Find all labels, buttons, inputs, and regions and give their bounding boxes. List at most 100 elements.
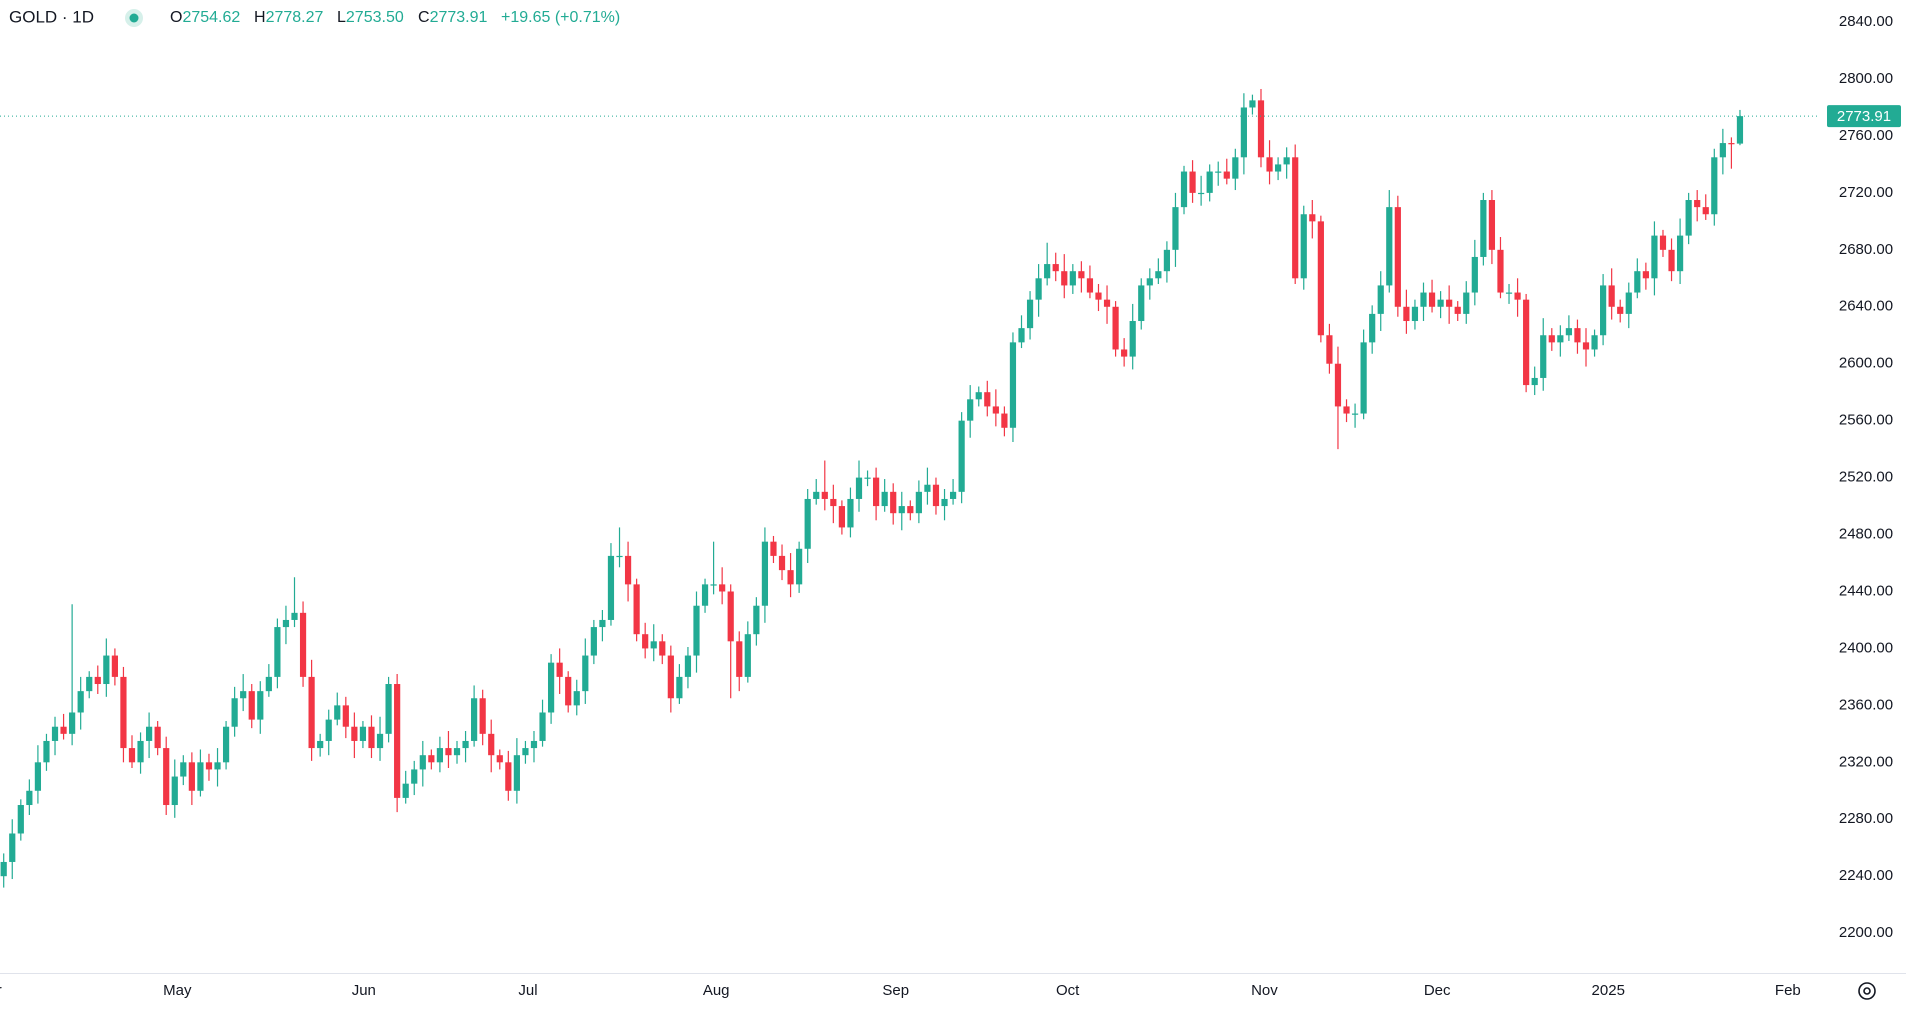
candle-body [855,477,863,499]
candle-body [642,634,649,649]
candle-body [171,776,178,806]
candle-body [60,726,67,734]
x-tick-label: 2025 [1592,982,1625,999]
candle-body [693,605,700,656]
x-tick-label: Jun [352,982,376,999]
candle-body [967,399,974,421]
candle-body [1103,299,1111,307]
candle-body [1685,200,1692,236]
candle-body [1215,171,1222,173]
candle-body [838,506,845,528]
last-price-label: 2773.91 [1837,108,1891,125]
candle-body [462,740,469,749]
candle-body [317,740,324,749]
candle-body [1565,328,1572,336]
candle-body [334,705,341,720]
candle-body [890,491,897,514]
candle-body [1711,157,1718,215]
candle-body [1317,221,1324,336]
x-tick-label: Aug [703,982,730,999]
y-tick-label: 2720.00 [1839,184,1893,201]
candle-body [1454,306,1461,314]
candle-body [796,548,803,585]
candle-body [1069,271,1076,286]
candle-body [1155,271,1162,279]
candle-body [411,769,418,784]
candle-body [727,591,734,642]
candle-body [479,698,486,734]
candle-body [565,676,572,706]
candle-body [1026,299,1034,329]
candle-body [1617,306,1624,314]
candle-body [761,541,769,606]
candle-body [1625,292,1632,314]
candle-body [1514,292,1521,300]
candle-body [103,655,110,685]
candle-body [522,748,529,756]
candle-body [821,491,828,499]
candle-body [1121,349,1128,357]
candle-body [1086,278,1094,293]
candle-body [163,748,170,806]
candle-body [1668,249,1675,272]
candle-body [539,712,546,741]
ohlc-value: 2778.27 [266,9,324,26]
x-tick-label: Jul [518,982,537,999]
y-tick-label: 2840.00 [1839,13,1893,30]
candle-body [873,477,880,507]
candle-body [1480,200,1487,257]
candle-body [949,491,957,499]
candle-body [1189,171,1196,193]
candle-body [1523,299,1530,386]
candle-body [924,484,931,492]
ohlc-letter: L [337,9,346,26]
candle-body [1232,157,1239,179]
y-tick-label: 2440.00 [1839,582,1893,599]
candle-body [436,748,444,763]
candle-body [958,420,965,492]
candle-body [1446,299,1453,307]
candle-body [1488,200,1496,250]
candle-body [813,491,820,499]
candle-body [719,584,726,592]
candle-body [505,762,512,791]
candle-body [1642,271,1649,279]
y-tick-label: 2520.00 [1839,469,1893,486]
candle-body [222,726,230,763]
candle-body [701,584,709,606]
candle-body [471,698,478,741]
settings-button[interactable] [1858,982,1876,1000]
x-tick-label: Sep [882,982,909,999]
candle-body [1540,335,1547,378]
last-price-tag [1827,105,1901,128]
candle-body [1009,342,1017,428]
candle-body [299,612,307,677]
candle-body [1651,235,1658,279]
gear-outline[interactable] [1858,982,1876,1000]
candle-body [1411,306,1419,322]
candle-body [582,655,589,692]
y-tick-label: 2640.00 [1839,298,1893,315]
candle-body [1659,235,1667,250]
candle-body [1078,271,1085,279]
candle-body [1471,256,1478,293]
candle-body [1300,214,1307,279]
candle-body [0,861,7,877]
candle-body [633,584,640,635]
candle-body [188,762,195,791]
plot-area [0,88,1820,888]
candle-body [1249,100,1256,108]
candle-body [992,406,999,414]
candle-body [368,726,375,749]
gear-center[interactable] [1863,987,1871,995]
ohlc-close: C2773.91 [418,9,488,26]
candle-body [1377,285,1384,314]
candle-body [1728,143,1735,145]
candle-body [984,392,991,407]
x-tick-label: May [163,982,192,999]
candle-body [1129,321,1136,357]
candle-body [1035,278,1042,300]
candle-body [770,541,777,556]
candle-body [676,676,683,699]
candle-body [1386,207,1393,286]
